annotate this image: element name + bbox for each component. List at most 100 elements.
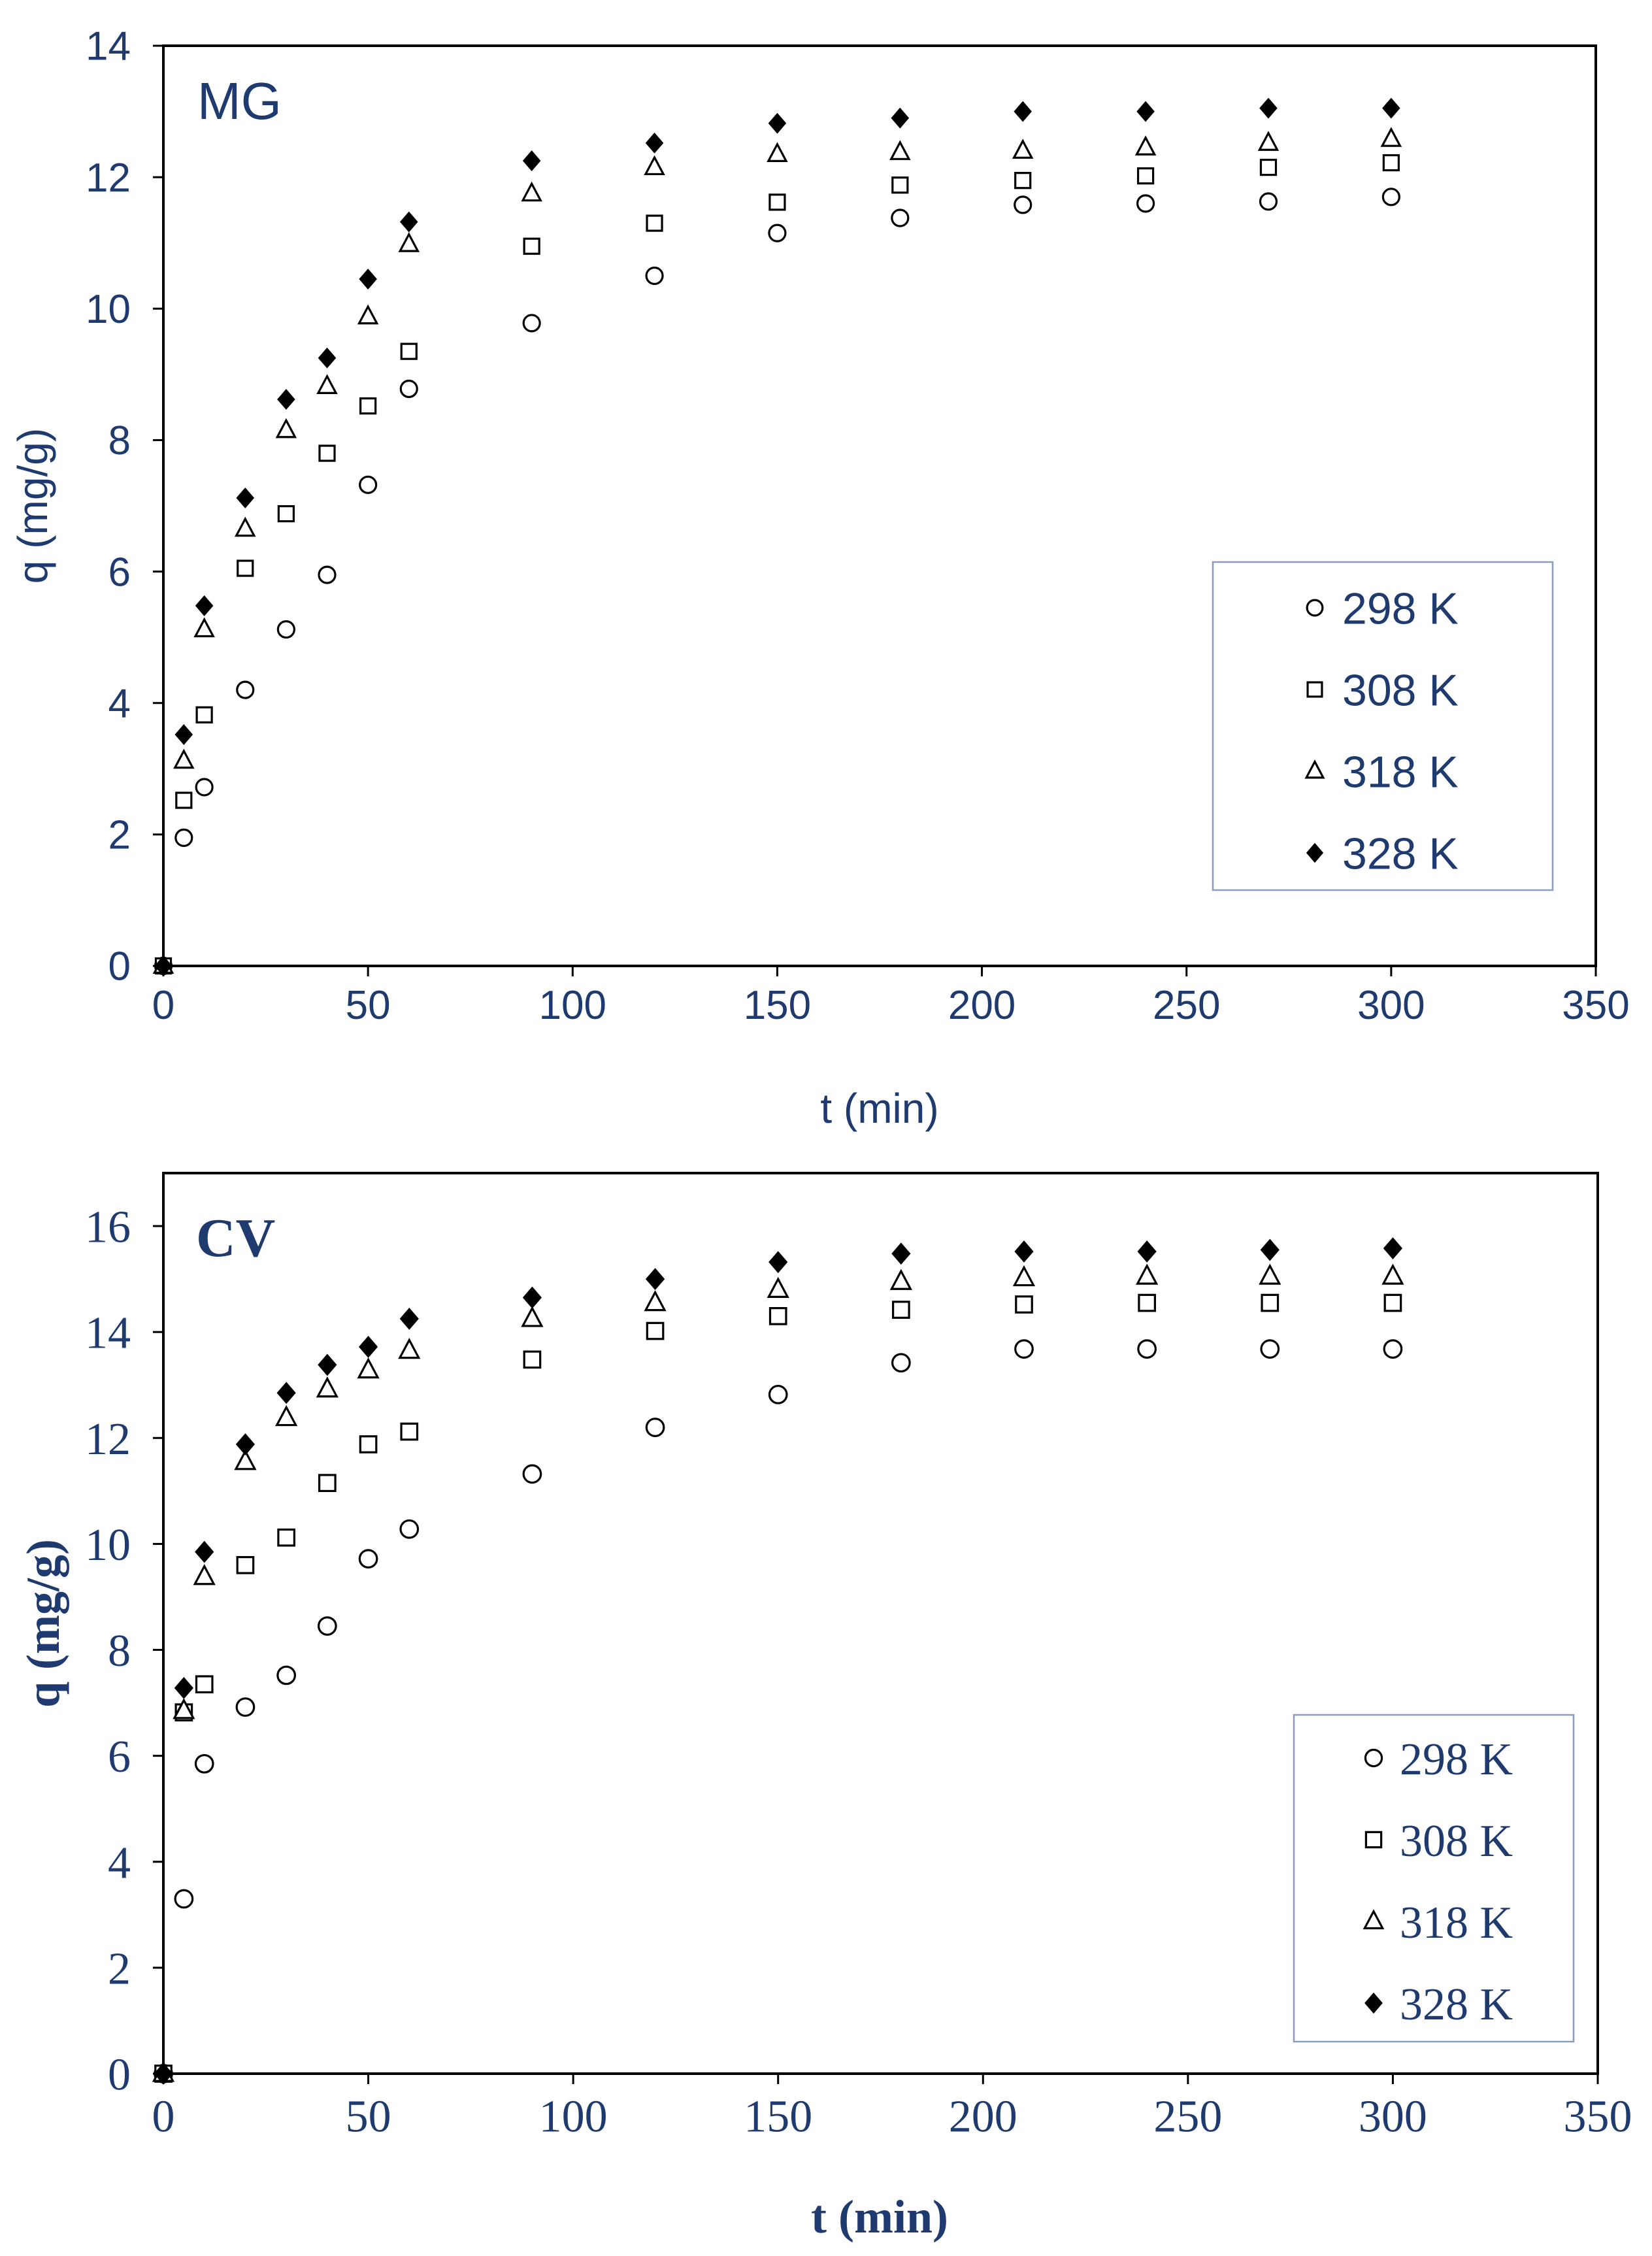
data-point xyxy=(767,1276,789,1298)
series-298-k xyxy=(154,1339,1403,2083)
data-point xyxy=(318,1474,337,1493)
x-tick-label: 350 xyxy=(1562,983,1629,1028)
data-point xyxy=(173,1698,195,1719)
data-point xyxy=(1382,97,1400,119)
data-point xyxy=(276,620,295,639)
data-point xyxy=(236,487,255,508)
data-point xyxy=(768,1307,787,1325)
y-tick-label: 8 xyxy=(108,1626,131,1676)
data-point xyxy=(317,1616,337,1636)
data-point xyxy=(644,155,665,176)
data-point xyxy=(889,1269,912,1290)
data-point xyxy=(1136,101,1155,122)
data-point xyxy=(195,1540,214,1563)
data-point xyxy=(316,1376,339,1398)
data-point xyxy=(154,2063,173,2085)
data-point xyxy=(398,1337,421,1359)
x-tick-label: 250 xyxy=(1153,2092,1222,2142)
data-point xyxy=(235,1697,256,1717)
panel-title: MG xyxy=(197,72,282,130)
legend-marker xyxy=(1304,759,1325,779)
x-tick-label: 0 xyxy=(152,983,174,1028)
plot-frame xyxy=(162,44,1597,967)
legend: 298 K 308 K 318 K 328 K xyxy=(1293,1714,1575,2043)
legend-entry: 298 K xyxy=(1342,584,1459,633)
data-point xyxy=(1259,158,1278,176)
legend-marker xyxy=(1306,681,1323,698)
data-point xyxy=(195,1675,214,1694)
x-tick-label: 150 xyxy=(744,983,811,1028)
y-tick-label: 0 xyxy=(108,2050,131,2100)
data-point xyxy=(1136,194,1155,213)
data-point xyxy=(891,1353,911,1373)
data-point xyxy=(237,559,254,577)
data-point xyxy=(645,132,664,154)
legend-marker xyxy=(1363,1909,1385,1930)
data-point xyxy=(316,374,338,394)
y-axis-label: q (mg/g) xyxy=(17,1539,69,1708)
data-point xyxy=(399,379,418,399)
data-point xyxy=(1014,101,1032,122)
data-point xyxy=(1382,154,1400,172)
data-point xyxy=(234,516,256,537)
data-point xyxy=(235,1433,256,1455)
data-point xyxy=(768,193,786,211)
y-tick-label: 8 xyxy=(108,418,131,463)
data-point xyxy=(645,1268,665,1291)
data-point xyxy=(275,1404,298,1427)
data-point xyxy=(768,1384,788,1404)
data-point xyxy=(522,1464,542,1484)
data-point xyxy=(277,505,295,523)
data-point xyxy=(175,791,193,809)
data-point xyxy=(318,444,336,462)
data-point xyxy=(1257,131,1280,151)
data-point xyxy=(1259,192,1278,211)
x-tick-label: 300 xyxy=(1359,2092,1427,2142)
data-point xyxy=(522,314,541,333)
data-point xyxy=(277,389,295,410)
data-point xyxy=(1383,1237,1403,1260)
data-point xyxy=(277,1528,295,1547)
legend-entry: 298 K xyxy=(1400,1734,1513,1785)
legend-entry: 308 K xyxy=(1400,1816,1513,1866)
data-point xyxy=(276,1665,297,1685)
data-point xyxy=(195,595,214,616)
data-point xyxy=(174,724,193,745)
data-point xyxy=(1261,1293,1280,1312)
y-tick-label: 2 xyxy=(108,813,131,858)
data-point xyxy=(359,269,377,290)
data-point xyxy=(358,1549,378,1568)
x-tick-label: 200 xyxy=(948,983,1016,1028)
data-point xyxy=(359,475,378,494)
data-point xyxy=(193,617,215,638)
data-point xyxy=(174,1676,193,1699)
data-point xyxy=(1014,1240,1034,1263)
data-point xyxy=(195,778,214,797)
y-tick-label: 6 xyxy=(108,550,131,595)
data-point xyxy=(1134,135,1157,156)
data-point xyxy=(891,176,909,194)
data-point xyxy=(174,1889,194,1909)
data-point xyxy=(1136,167,1155,185)
data-point xyxy=(1381,188,1400,207)
x-tick-label: 150 xyxy=(744,2092,812,2142)
legend-box xyxy=(1212,561,1554,891)
y-tick-label: 6 xyxy=(108,1732,131,1782)
data-point xyxy=(174,828,193,847)
data-point xyxy=(358,1335,378,1358)
x-tick-label: 100 xyxy=(539,2092,608,2142)
data-point xyxy=(1014,172,1032,190)
data-point xyxy=(646,1321,665,1340)
data-point xyxy=(1381,1263,1404,1285)
x-tick-label: 50 xyxy=(346,2092,391,2142)
y-tick-label: 14 xyxy=(85,1308,131,1359)
x-tick-label: 50 xyxy=(346,983,391,1028)
y-tick-label: 10 xyxy=(86,287,131,332)
data-point xyxy=(889,140,911,160)
data-point xyxy=(398,232,420,252)
y-tick-label: 4 xyxy=(108,1838,131,1888)
data-point xyxy=(399,1519,420,1539)
data-point xyxy=(173,748,195,769)
y-tick-label: 12 xyxy=(86,156,131,201)
plot-frame xyxy=(162,1172,1599,2075)
